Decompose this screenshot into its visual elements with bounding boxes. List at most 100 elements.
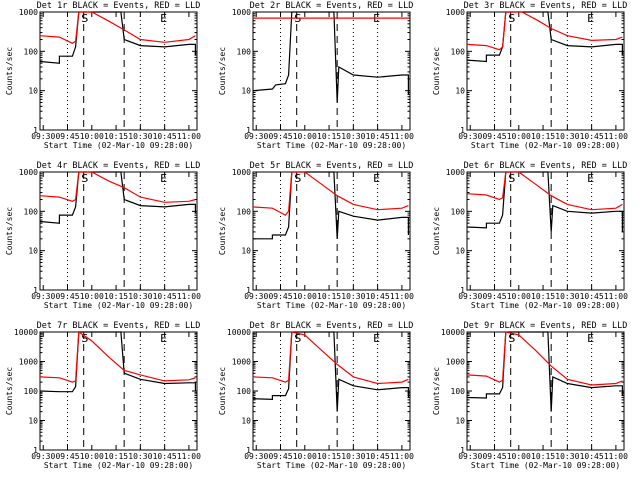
x-axis-label: Start Time (02-Mar-10 09:28:00) xyxy=(44,461,193,470)
series-line-lld xyxy=(39,171,196,203)
series-line-lld xyxy=(252,331,409,385)
series-line-lld xyxy=(466,11,623,51)
x-tick-label: 10:15 xyxy=(317,452,341,461)
x-tick-label: 10:00 xyxy=(507,452,531,461)
x-tick-label: 10:00 xyxy=(293,292,317,301)
panel-6: Det 6r BLACK = Events, RED = LLD 1 10 100 10… xyxy=(432,161,628,310)
x-tick-label: 10:15 xyxy=(104,132,128,141)
y-axis-label: Counts/sec xyxy=(218,47,227,95)
end-marker: E xyxy=(373,172,380,185)
y-tick-label: 1 xyxy=(33,126,38,135)
plot-frame xyxy=(466,331,625,451)
x-tick-label: 10:30 xyxy=(555,292,579,301)
x-tick-label: 10:15 xyxy=(104,292,128,301)
x-tick-label: 09:45 xyxy=(482,132,506,141)
series-line-lld xyxy=(466,331,623,386)
x-tick-label: 10:45 xyxy=(153,292,177,301)
series-line-events xyxy=(253,171,409,240)
start-marker: S xyxy=(81,172,88,185)
series-line-lld xyxy=(39,11,196,44)
x-tick-label: 09:30 xyxy=(458,132,482,141)
x-axis-label: Start Time (02-Mar-10 09:28:00) xyxy=(44,141,193,150)
x-tick-label: 11:00 xyxy=(390,452,414,461)
y-tick-label: 1 xyxy=(460,446,465,455)
x-axis-label: Start Time (02-Mar-10 09:28:00) xyxy=(257,461,406,470)
plot-frame xyxy=(39,331,198,451)
y-tick-label: 1 xyxy=(33,286,38,295)
panel-title: Det 9r BLACK = Events, RED = LLD xyxy=(464,321,628,331)
y-tick-label: 1 xyxy=(33,446,38,455)
y-tick-label: 1 xyxy=(246,286,251,295)
y-tick-label: 100 xyxy=(451,387,466,396)
start-marker: S xyxy=(508,332,515,345)
x-tick-label: 11:00 xyxy=(390,132,414,141)
y-tick-label: 1000 xyxy=(446,168,465,177)
x-tick-label: 10:45 xyxy=(153,452,177,461)
x-tick-label: 11:00 xyxy=(177,452,201,461)
x-tick-label: 10:00 xyxy=(80,452,104,461)
y-axis-label: Counts/sec xyxy=(5,207,14,255)
x-tick-label: 11:00 xyxy=(390,292,414,301)
x-tick-label: 09:30 xyxy=(31,452,55,461)
y-tick-label: 10 xyxy=(28,417,38,426)
x-tick-label: 10:30 xyxy=(341,292,365,301)
x-tick-label: 09:30 xyxy=(458,452,482,461)
x-tick-label: 11:00 xyxy=(604,452,628,461)
panel-2: Det 2r BLACK = Events, RED = LLD 1 10 100 10… xyxy=(218,1,414,150)
y-tick-label: 10 xyxy=(455,247,465,256)
y-axis-label: Counts/sec xyxy=(432,47,441,95)
x-tick-label: 10:15 xyxy=(531,452,555,461)
series-line-events xyxy=(39,171,196,224)
end-marker: E xyxy=(587,172,594,185)
plot-frame xyxy=(252,11,411,131)
x-tick-label: 10:30 xyxy=(128,132,152,141)
x-tick-label: 09:45 xyxy=(268,132,292,141)
y-tick-label: 100 xyxy=(451,47,466,56)
start-marker: S xyxy=(508,172,515,185)
x-tick-label: 11:00 xyxy=(177,132,201,141)
plot-frame xyxy=(466,11,625,131)
series-line-events xyxy=(466,331,624,412)
end-marker: E xyxy=(160,332,167,345)
x-tick-label: 09:45 xyxy=(55,292,79,301)
x-axis-label: Start Time (02-Mar-10 09:28:00) xyxy=(471,461,620,470)
x-tick-label: 09:30 xyxy=(458,292,482,301)
y-tick-label: 10 xyxy=(241,87,251,96)
series-line-events xyxy=(252,11,409,103)
series-line-events xyxy=(252,331,409,412)
start-marker: S xyxy=(81,12,88,25)
x-tick-label: 09:45 xyxy=(55,452,79,461)
x-axis-label: Start Time (02-Mar-10 09:28:00) xyxy=(471,141,620,150)
y-tick-label: 1000 xyxy=(19,168,38,177)
panel-3: Det 3r BLACK = Events, RED = LLD 1 10 100 10… xyxy=(432,1,628,150)
series-line-events xyxy=(39,11,196,64)
plot-frame xyxy=(252,171,411,291)
x-tick-label: 10:00 xyxy=(507,132,531,141)
series-line-lld xyxy=(252,171,409,216)
panel-4: Det 4r BLACK = Events, RED = LLD 1 10 100 10… xyxy=(5,161,201,310)
x-tick-label: 10:00 xyxy=(80,132,104,141)
start-marker: S xyxy=(81,332,88,345)
end-marker: E xyxy=(160,172,167,185)
y-axis-label: Counts/sec xyxy=(5,47,14,95)
x-axis-label: Start Time (02-Mar-10 09:28:00) xyxy=(44,301,193,310)
y-tick-label: 10 xyxy=(241,417,251,426)
x-tick-label: 10:45 xyxy=(366,292,390,301)
start-marker: S xyxy=(294,172,301,185)
panel-title: Det 8r BLACK = Events, RED = LLD xyxy=(250,321,414,331)
x-tick-label: 10:00 xyxy=(80,292,104,301)
y-tick-label: 10000 xyxy=(441,328,465,337)
x-tick-label: 10:15 xyxy=(531,132,555,141)
x-tick-label: 10:00 xyxy=(293,132,317,141)
y-tick-label: 100 xyxy=(237,47,252,56)
x-axis-label: Start Time (02-Mar-10 09:28:00) xyxy=(257,141,406,150)
series-line-events xyxy=(39,331,196,393)
y-tick-label: 10 xyxy=(455,417,465,426)
y-axis-label: Counts/sec xyxy=(432,367,441,415)
y-tick-label: 10 xyxy=(455,87,465,96)
panel-title: Det 4r BLACK = Events, RED = LLD xyxy=(37,161,201,171)
x-tick-label: 10:00 xyxy=(507,292,531,301)
x-tick-label: 10:30 xyxy=(128,452,152,461)
panel-7: Det 7r BLACK = Events, RED = LLD 1 10 100 10… xyxy=(5,321,201,470)
